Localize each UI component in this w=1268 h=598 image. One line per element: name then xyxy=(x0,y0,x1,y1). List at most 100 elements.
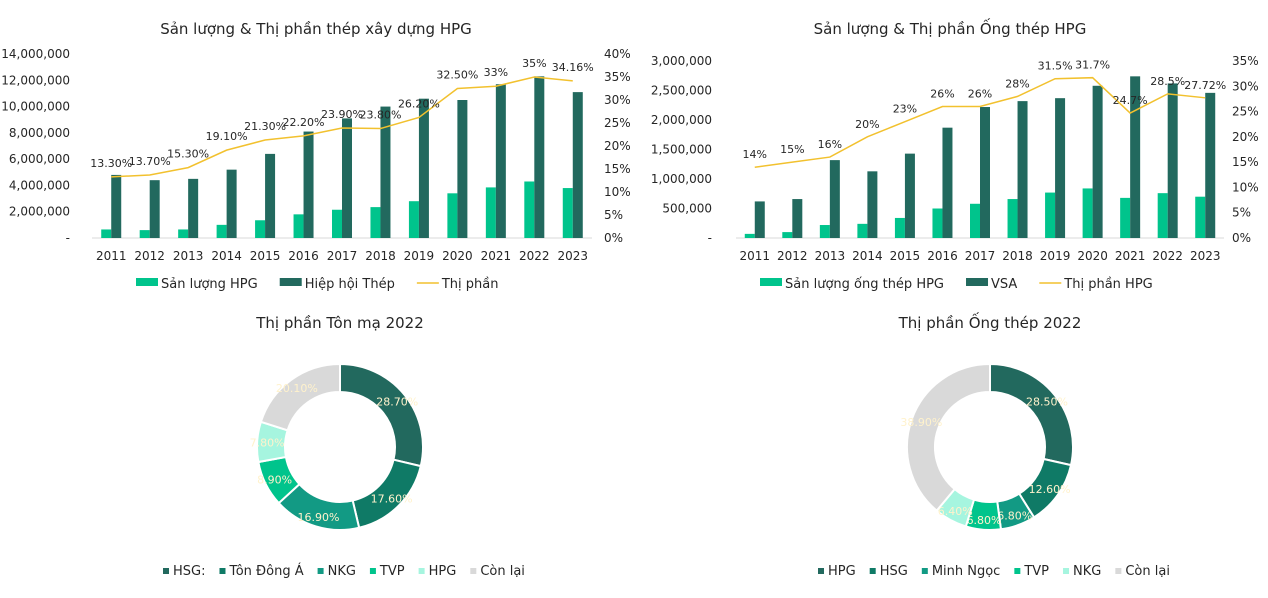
x-tick-label: 2016 xyxy=(927,249,958,263)
legend-swatch xyxy=(760,278,782,286)
share-data-label: 15% xyxy=(780,143,804,156)
legend-swatch xyxy=(470,568,477,574)
bar-hpg xyxy=(1007,199,1018,238)
y-right-tick-label: 5% xyxy=(1232,206,1251,220)
share-data-label: 20% xyxy=(855,118,879,131)
y-left-tick-label: 4,000,000 xyxy=(9,178,70,192)
bar-hpg xyxy=(894,217,905,238)
bar-total xyxy=(495,84,506,238)
bar-total xyxy=(942,127,953,238)
bar-hpg xyxy=(970,203,980,238)
y-right-tick-label: 30% xyxy=(1232,79,1259,93)
bar-hpg xyxy=(1120,197,1131,238)
bar-hpg xyxy=(255,220,266,238)
x-tick-label: 2013 xyxy=(815,249,846,263)
bar-hpg xyxy=(101,229,112,238)
bar-total xyxy=(904,153,915,238)
x-tick-label: 2021 xyxy=(481,249,512,263)
legend-label: NKG xyxy=(328,564,356,579)
slice-label: 20.10% xyxy=(276,382,318,395)
bar-hpg xyxy=(447,193,458,238)
steel-pipe-chart: Sản lượng & Thị phần Ống thép HPG - 500,00… xyxy=(651,17,1259,292)
y-left-tick-label: 2,000,000 xyxy=(651,113,712,127)
legend-swatch xyxy=(869,568,876,574)
bar-hpg xyxy=(178,229,189,238)
slice-label: 6.80% xyxy=(997,510,1032,523)
legend-label: TVP xyxy=(379,564,405,579)
share-data-label: 26.20% xyxy=(398,97,440,110)
y-right-tick-label: 30% xyxy=(604,93,631,107)
y-right-tick-label: 10% xyxy=(1232,180,1259,194)
bar-total xyxy=(265,153,276,238)
legend-label: Sản lượng HPG xyxy=(161,277,258,292)
chart-title: Sản lượng & Thị phần Ống thép HPG xyxy=(814,17,1087,38)
slice-label: 28.50% xyxy=(1026,395,1068,408)
slice-label: 8.90% xyxy=(257,474,292,487)
chart-title: Sản lượng & Thị phần thép xây dựng HPG xyxy=(160,20,472,38)
x-tick-label: 2013 xyxy=(173,249,204,263)
x-tick-label: 2014 xyxy=(211,249,242,263)
bar-hpg xyxy=(819,225,830,238)
bar-total xyxy=(303,131,314,238)
x-tick-label: 2015 xyxy=(250,249,281,263)
share-data-label: 26% xyxy=(968,88,992,101)
bar-hpg xyxy=(932,208,943,238)
slice-label: 12.60% xyxy=(1029,483,1071,496)
bar-hpg xyxy=(1157,193,1168,238)
share-data-label: 19.10% xyxy=(206,130,248,143)
share-data-label: 23% xyxy=(893,103,917,116)
x-tick-label: 2022 xyxy=(1152,249,1183,263)
legend-label: NKG xyxy=(1073,564,1101,579)
slice-label: 16.90% xyxy=(298,511,340,524)
legend-label: VSA xyxy=(991,277,1017,292)
y-right-tick-label: 40% xyxy=(604,47,631,61)
bar-hpg xyxy=(1045,192,1056,238)
y-right-tick-label: 35% xyxy=(604,70,631,84)
y-right-tick-label: 0% xyxy=(604,231,623,245)
share-data-label: 33% xyxy=(484,66,508,79)
legend-swatch xyxy=(1063,568,1070,574)
share-data-label: 13.30% xyxy=(90,157,132,170)
share-data-label: 22.20% xyxy=(283,116,325,129)
y-left-tick-label: 6,000,000 xyxy=(9,152,70,166)
x-tick-label: 2022 xyxy=(519,249,550,263)
share-data-label: 13.70% xyxy=(129,155,171,168)
bar-hpg xyxy=(782,232,793,238)
donut-slice xyxy=(259,362,341,432)
legend-swatch xyxy=(317,568,324,574)
y-right-tick-label: 25% xyxy=(604,116,631,130)
bar-total xyxy=(342,118,352,238)
y-left-tick-label: 2,000,000 xyxy=(9,205,70,219)
bar-hpg xyxy=(139,230,150,238)
legend-label: Thị phần HPG xyxy=(1063,277,1152,292)
y-left-tick-label: 10,000,000 xyxy=(1,100,70,114)
y-left-tick-label: 8,000,000 xyxy=(9,126,70,140)
donut-slice xyxy=(906,362,991,513)
share-data-label: 21.30% xyxy=(244,120,286,133)
y-left-tick-label: 1,000,000 xyxy=(651,172,712,186)
y-left-tick-label: 2,500,000 xyxy=(651,84,712,98)
legend-swatch xyxy=(369,568,376,574)
legend-swatch xyxy=(136,278,158,286)
galvanized-share-chart: Thị phần Tôn mạ 2022 28.70% 17.60% 16.90% 8.… xyxy=(163,314,525,579)
legend-label: HPG xyxy=(828,564,856,579)
bar-total xyxy=(226,169,237,238)
y-left-tick-label: 3,000,000 xyxy=(651,54,712,68)
y-left-tick-label: 12,000,000 xyxy=(1,73,70,87)
share-data-label: 34.16% xyxy=(552,61,594,74)
legend-label: Còn lại xyxy=(1125,564,1170,579)
bar-total xyxy=(1092,85,1103,238)
slice-label: 6.80% xyxy=(967,514,1002,527)
y-right-tick-label: 20% xyxy=(604,139,631,153)
y-left-tick-label: - xyxy=(708,231,712,245)
slice-label: 17.60% xyxy=(371,493,413,506)
legend-swatch xyxy=(818,568,824,574)
bar-total xyxy=(829,160,840,238)
bar-total xyxy=(1167,83,1178,238)
bar-hpg xyxy=(1082,188,1093,238)
share-data-label: 27.72% xyxy=(1184,79,1226,92)
share-data-label: 23.90% xyxy=(321,108,363,121)
share-data-label: 15.30% xyxy=(167,148,209,161)
x-tick-label: 2017 xyxy=(327,249,358,263)
